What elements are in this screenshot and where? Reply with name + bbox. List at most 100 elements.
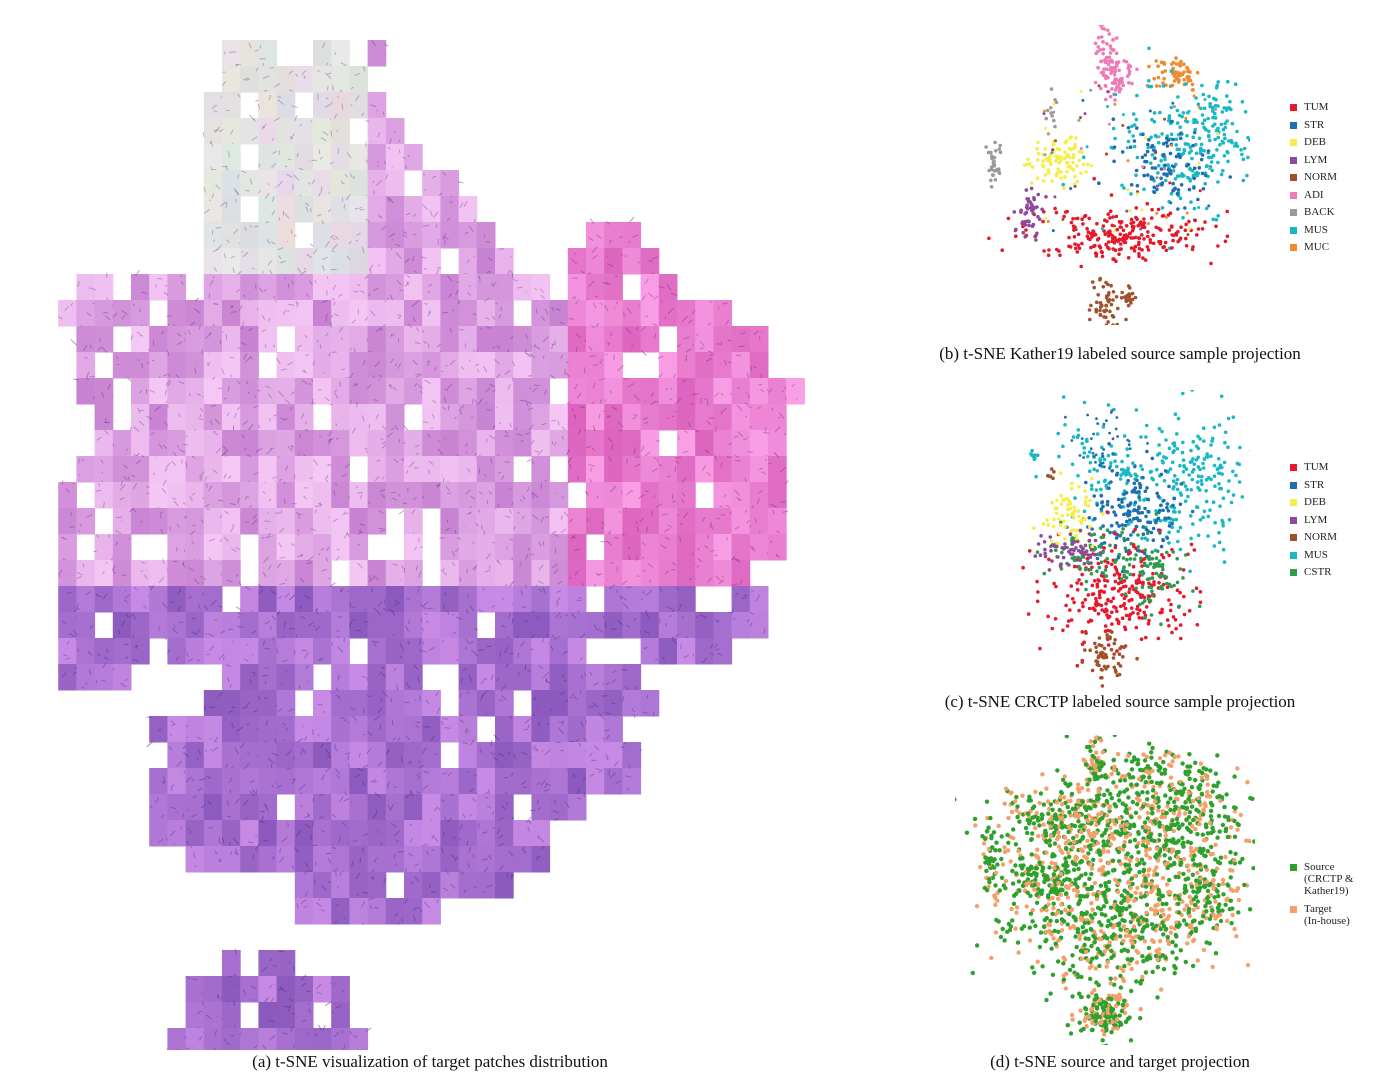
patch-texture [283,418,288,421]
patch-texture [520,589,523,596]
patch-tile [331,118,350,145]
scatter-point [1163,178,1168,183]
patch-texture [285,727,288,731]
patch-texture [640,749,643,751]
scatter-point [1053,195,1057,199]
patch-texture [277,180,283,187]
patch-tile [240,664,259,691]
patch-texture [605,753,609,760]
patch-tile [731,586,751,613]
patch-texture [419,639,421,645]
patch-texture [334,768,341,775]
patch-texture [122,476,128,481]
scatter-point [1176,416,1181,421]
patch-texture [485,270,490,274]
scatter-point [1098,308,1102,313]
patch-texture [422,495,424,499]
scatter-point [1205,455,1210,459]
patch-texture [255,844,260,851]
scatter-point [1179,136,1183,141]
patch-texture [318,553,321,556]
scatter-point [1227,517,1232,522]
scatter-point [1226,150,1230,155]
patch-texture [102,347,108,353]
patch-texture [734,558,740,561]
patch-texture [152,340,155,346]
patch-texture [672,562,677,566]
patch-tile [203,820,223,847]
patch-texture [552,810,559,814]
scatter-point [1192,120,1196,125]
patch-tile [185,378,205,405]
patch-tile [313,560,332,587]
patch-texture [162,780,166,784]
scatter-point [1241,157,1246,162]
patch-texture [289,135,293,139]
scatter-point [1159,167,1164,171]
patch-texture [344,718,347,722]
patch-tile [276,118,296,145]
patch-texture [235,547,241,551]
patch-texture [542,355,545,359]
patch-tile [713,638,733,665]
scatter-point [1231,469,1235,474]
patch-texture [600,302,603,306]
patch-tile [367,846,387,873]
patch-tile [404,534,423,561]
scatter-point [1152,190,1157,194]
patch-tile [604,222,623,249]
patch-texture [303,267,307,270]
scatter-point [1120,459,1124,464]
patch-texture [409,838,413,843]
patch-texture [208,633,215,638]
patch-texture [327,857,332,864]
patch-texture [188,567,194,571]
tsne-scatter-b [984,25,1250,325]
scatter-point [1040,163,1045,168]
scatter-point [1109,461,1113,465]
patch-tile [167,716,187,743]
patch-tile [531,534,551,561]
scatter-point [1200,121,1205,126]
patch-tile [167,1028,187,1050]
patch-texture [531,492,535,499]
scatter-point [1154,509,1158,513]
patch-tile [404,508,423,535]
patch-texture [287,283,290,289]
patch-texture [428,283,433,287]
patch-tile [131,560,150,587]
patch-texture [264,697,268,700]
patch-texture [722,302,729,305]
scatter-point [1092,285,1096,290]
patch-texture [276,648,279,655]
patch-tile [658,352,678,379]
scatter-point [1188,227,1192,231]
patch-tile [458,872,478,899]
patch-tile [440,872,460,899]
scatter-point [1175,447,1180,451]
patch-tile [367,872,387,899]
scatter-point [1162,76,1166,81]
patch-texture [568,518,574,523]
patch-texture [241,170,247,174]
patch-texture [567,456,573,463]
patch-texture [463,200,468,207]
patch-tile [367,456,387,483]
patch-tile [258,1028,278,1050]
patch-texture [353,840,358,842]
patch-tile [294,352,314,379]
patch-texture [291,865,295,870]
scatter-point [1098,305,1103,309]
scatter-point [1146,173,1150,177]
patch-tile [713,456,733,483]
patch-texture [333,301,336,306]
patch-texture [378,215,381,218]
patch-texture [302,1019,307,1023]
scatter-point [1043,147,1048,151]
patch-texture [328,516,331,518]
patch-texture [212,302,218,305]
scatter-point [1049,162,1053,167]
scatter-point [1037,217,1042,221]
scatter-point [1142,221,1146,225]
scatter-point [1193,218,1197,223]
